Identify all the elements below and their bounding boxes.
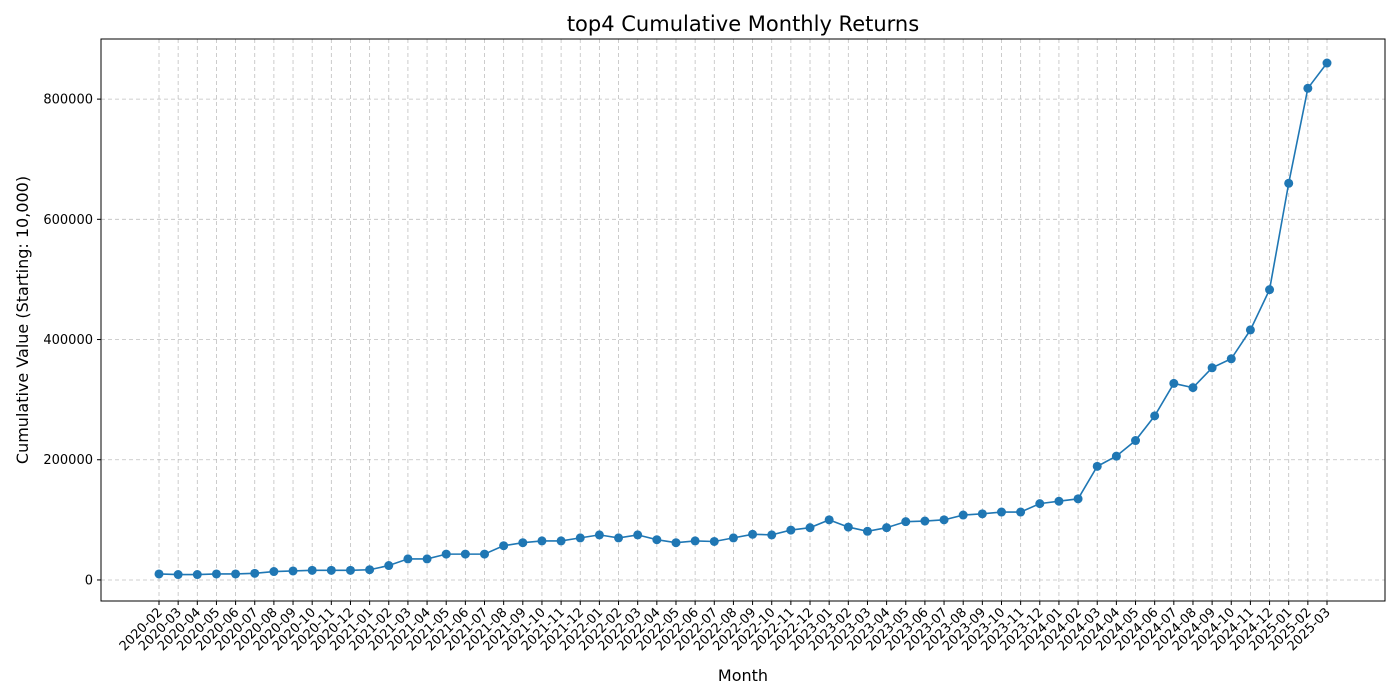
data-point (231, 569, 241, 579)
data-point (709, 536, 719, 546)
data-point (403, 554, 413, 564)
data-point (1111, 451, 1121, 461)
data-points (154, 58, 1332, 580)
data-point (901, 517, 911, 527)
data-point (250, 568, 260, 578)
y-tick-label: 600000 (43, 213, 93, 228)
y-tick-label: 800000 (43, 93, 93, 108)
data-point (1150, 411, 1160, 421)
data-point (1092, 461, 1102, 471)
data-point (1284, 178, 1294, 188)
data-point (288, 566, 298, 576)
grid (101, 39, 1385, 601)
data-point (977, 509, 987, 519)
data-point (690, 536, 700, 546)
data-point (1054, 496, 1064, 506)
y-tick-label: 200000 (43, 453, 93, 468)
data-point (939, 515, 949, 525)
data-point (728, 533, 738, 543)
data-point (843, 522, 853, 532)
data-point (920, 516, 930, 526)
data-point (824, 515, 834, 525)
x-axis-label: Month (718, 666, 768, 685)
data-point (1016, 507, 1026, 517)
y-tick-label: 0 (85, 573, 93, 588)
data-point (307, 565, 317, 575)
series-line (158, 62, 1328, 576)
chart-title: top4 Cumulative Monthly Returns (567, 12, 919, 36)
data-point (594, 530, 604, 540)
data-point (1169, 378, 1179, 388)
data-point (537, 536, 547, 546)
y-tick-label: 400000 (43, 333, 93, 348)
data-point (805, 523, 815, 533)
data-point (1322, 58, 1332, 68)
plot-frame (100, 38, 1386, 602)
data-point (958, 510, 968, 520)
data-point (1188, 383, 1198, 393)
data-point (192, 570, 202, 580)
data-point (345, 565, 355, 575)
data-point (614, 533, 624, 543)
data-point (633, 530, 643, 540)
data-point (748, 529, 758, 539)
data-point (575, 533, 585, 543)
data-point (862, 526, 872, 536)
data-point (786, 525, 796, 535)
data-point (882, 523, 892, 533)
x-axis: 2020-022020-032020-042020-052020-062020-… (117, 601, 1334, 654)
y-axis: 0 200000 400000 600000 800000 (43, 93, 101, 588)
data-point (1245, 325, 1255, 335)
data-point (767, 530, 777, 540)
y-axis-label: Cumulative Value (Starting: 10,000) (13, 176, 32, 464)
data-point (269, 567, 279, 577)
data-point (384, 561, 394, 571)
data-point (1226, 354, 1236, 364)
data-point (499, 541, 509, 551)
data-point (173, 570, 183, 580)
data-point (1303, 83, 1313, 93)
data-point (441, 549, 451, 559)
data-point (365, 565, 375, 575)
data-point (1207, 363, 1217, 373)
data-point (1265, 285, 1275, 295)
data-point (460, 549, 470, 559)
data-point (518, 538, 528, 548)
data-point (480, 549, 490, 559)
data-point (1073, 494, 1083, 504)
data-point (1035, 499, 1045, 509)
data-point (154, 569, 164, 579)
data-point (422, 554, 432, 564)
data-point (556, 536, 566, 546)
data-point (671, 538, 681, 548)
data-point (326, 565, 336, 575)
data-point (652, 535, 662, 545)
data-point (996, 507, 1006, 517)
data-point (1131, 436, 1141, 446)
data-point (211, 569, 221, 579)
